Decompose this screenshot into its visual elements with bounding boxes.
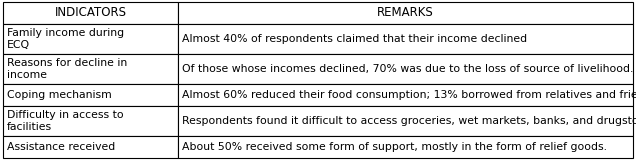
- Text: REMARKS: REMARKS: [377, 7, 434, 20]
- Text: Difficulty in access to
facilities: Difficulty in access to facilities: [7, 110, 123, 132]
- Text: Of those whose incomes declined, 70% was due to the loss of source of livelihood: Of those whose incomes declined, 70% was…: [182, 64, 633, 74]
- Text: Assistance received: Assistance received: [7, 142, 115, 152]
- Bar: [178, 84, 633, 106]
- Text: Coping mechanism: Coping mechanism: [7, 90, 112, 100]
- Bar: [178, 136, 633, 158]
- Bar: [3, 136, 178, 158]
- Bar: [3, 106, 178, 136]
- Text: INDICATORS: INDICATORS: [55, 7, 127, 20]
- Text: Family income during
ECQ: Family income during ECQ: [7, 28, 124, 50]
- Text: About 50% received some form of support, mostly in the form of relief goods.: About 50% received some form of support,…: [182, 142, 607, 152]
- Text: Respondents found it difficult to access groceries, wet markets, banks, and drug: Respondents found it difficult to access…: [182, 116, 636, 126]
- Text: Almost 40% of respondents claimed that their income declined: Almost 40% of respondents claimed that t…: [182, 34, 527, 44]
- Bar: [3, 2, 178, 24]
- Text: Reasons for decline in
income: Reasons for decline in income: [7, 58, 127, 80]
- Bar: [178, 24, 633, 54]
- Bar: [3, 54, 178, 84]
- Bar: [178, 2, 633, 24]
- Text: Almost 60% reduced their food consumption; 13% borrowed from relatives and frien: Almost 60% reduced their food consumptio…: [182, 90, 636, 100]
- Bar: [3, 24, 178, 54]
- Bar: [178, 106, 633, 136]
- Bar: [178, 54, 633, 84]
- Bar: [3, 84, 178, 106]
